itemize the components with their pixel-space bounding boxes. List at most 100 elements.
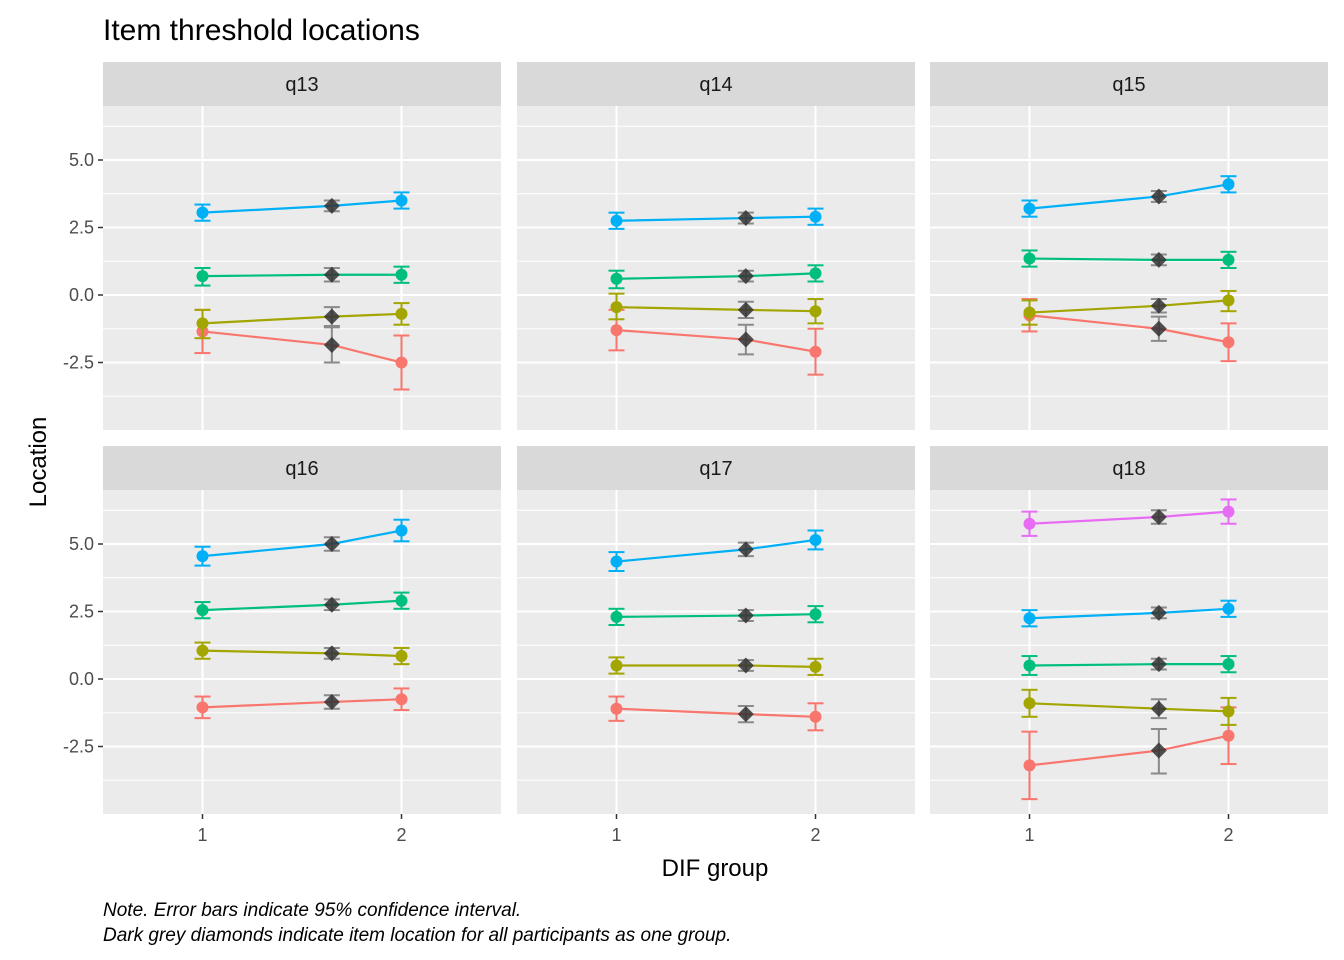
group-1-point — [610, 272, 623, 285]
y-tick-label: 5.0 — [69, 534, 94, 554]
threshold-2-series — [1021, 289, 1237, 326]
threshold-2-series — [608, 292, 824, 325]
facet-strip-label: q16 — [285, 458, 318, 480]
group-1-point — [196, 206, 209, 219]
facet-q17: q17 1 2 — [517, 446, 915, 845]
x-axis-title: DIF group — [662, 855, 769, 882]
caption-line-2: Dark grey diamonds indicate item locatio… — [103, 925, 731, 946]
threshold-4-series — [1021, 175, 1237, 218]
threshold-1-series — [608, 695, 824, 732]
group-2-point — [809, 305, 822, 318]
overall-diamond — [737, 706, 754, 723]
group-1-point — [610, 301, 623, 314]
group-2-point — [395, 194, 408, 207]
threshold-2-series — [194, 641, 410, 666]
threshold-4-series — [1021, 599, 1237, 628]
group-2-point — [809, 608, 822, 621]
group-2-point — [395, 524, 408, 537]
group-1-point — [1023, 659, 1036, 672]
group-1-point — [610, 324, 623, 337]
group-1-point — [1023, 517, 1036, 530]
facet-strip — [517, 62, 915, 106]
group-1-point — [1023, 759, 1036, 772]
panel-background — [930, 106, 1328, 430]
caption-line-1: Note. Error bars indicate 95% confidence… — [103, 900, 521, 921]
group-2-point — [1222, 729, 1235, 742]
threshold-4-series — [194, 191, 410, 222]
threshold-2-series — [194, 302, 410, 340]
overall-diamond — [737, 607, 754, 624]
group-1-point — [196, 270, 209, 283]
group-2-point — [395, 307, 408, 320]
threshold-1-series — [608, 308, 824, 376]
group-2-point — [395, 356, 408, 369]
overall-diamond — [323, 596, 340, 613]
y-tick-label: -2.5 — [63, 353, 94, 373]
group-2-point — [1222, 658, 1235, 671]
facet-q16: q16 -2.5 0.0 2.5 5.0 1 2 — [63, 446, 501, 845]
threshold-3-series — [1021, 249, 1237, 269]
group-2-point — [1222, 178, 1235, 191]
overall-diamond — [1150, 188, 1167, 205]
group-2-point — [1222, 253, 1235, 266]
group-2-point — [395, 693, 408, 706]
threshold-3-series — [608, 605, 824, 626]
chart-title: Item threshold locations — [103, 14, 420, 47]
facet-strip — [930, 446, 1328, 490]
facet-strip-label: q18 — [1112, 458, 1145, 480]
x-tick-label: 1 — [611, 825, 621, 845]
group-2-point — [809, 710, 822, 723]
group-1-point — [1023, 697, 1036, 710]
group-2-point — [395, 650, 408, 663]
group-1-point — [196, 550, 209, 563]
group-2-point — [809, 267, 822, 280]
overall-diamond — [1150, 251, 1167, 268]
group-1-point — [196, 317, 209, 330]
overall-diamond — [1150, 509, 1167, 525]
overall-diamond — [737, 268, 754, 285]
facet-strip-label: q15 — [1112, 74, 1145, 96]
y-tick-label: 2.5 — [69, 602, 94, 622]
y-tick-label: 2.5 — [69, 218, 94, 238]
panel-background — [930, 490, 1328, 814]
overall-diamond — [323, 308, 340, 325]
group-1-point — [610, 214, 623, 227]
facet-strip-label: q17 — [699, 458, 732, 480]
overall-diamond — [737, 657, 754, 674]
overall-diamond — [323, 336, 340, 353]
overall-diamond — [323, 693, 340, 710]
facet-q15: q15 — [930, 62, 1328, 430]
threshold-3-series — [608, 264, 824, 290]
threshold-4-series — [608, 207, 824, 230]
overall-diamond — [323, 266, 340, 283]
group-1-point — [610, 610, 623, 623]
group-1-point — [1023, 306, 1036, 319]
overall-diamond — [1150, 700, 1167, 717]
facet-strip-label: q13 — [285, 74, 318, 96]
group-1-point — [1023, 612, 1036, 625]
group-2-point — [809, 345, 822, 358]
facet-strip — [103, 62, 501, 106]
overall-diamond — [323, 197, 340, 214]
overall-diamond — [737, 301, 754, 318]
overall-diamond — [1150, 742, 1167, 759]
y-tick-label: 0.0 — [69, 669, 94, 689]
x-tick-label: 1 — [1024, 825, 1034, 845]
facet-q18: q18 1 2 — [930, 446, 1328, 845]
overall-diamond — [1150, 297, 1167, 314]
group-2-point — [395, 594, 408, 607]
group-2-point — [1222, 602, 1235, 615]
facet-panels: q13 -2.5 0.0 2.5 5.0 q14 q15 q16 -2.5 0.0 2.5 5.0 1 2… — [63, 62, 1328, 845]
group-1-point — [1023, 202, 1036, 215]
facet-strip — [930, 62, 1328, 106]
group-2-point — [1222, 505, 1235, 518]
threshold-4-series — [194, 518, 410, 567]
overall-diamond — [737, 210, 754, 227]
group-2-point — [1222, 336, 1235, 349]
facet-strip — [103, 446, 501, 490]
facet-q14: q14 — [517, 62, 915, 430]
overall-diamond — [323, 536, 340, 552]
x-tick-label: 1 — [197, 825, 207, 845]
group-1-point — [196, 644, 209, 657]
